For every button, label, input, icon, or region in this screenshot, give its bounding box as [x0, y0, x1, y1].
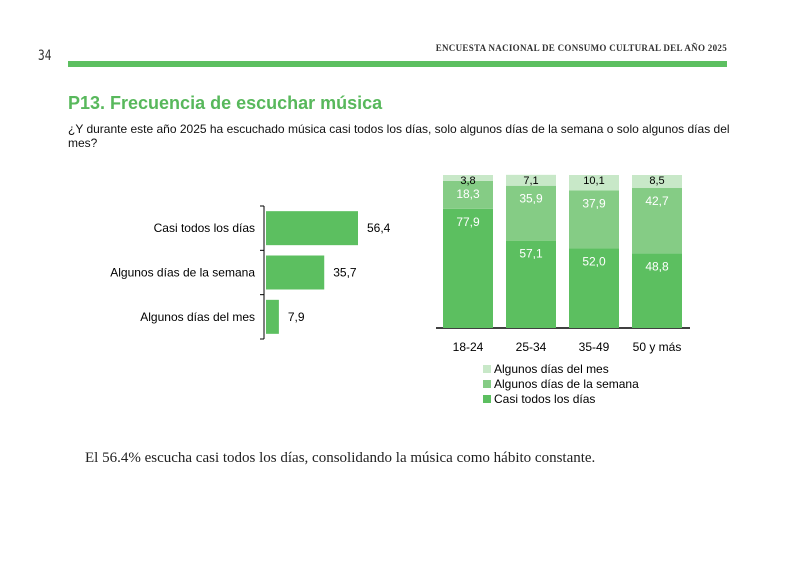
- chart-title: P13. Frecuencia de escuchar música: [68, 93, 383, 113]
- caption: El 56.4% escucha casi todos los días, co…: [85, 450, 596, 466]
- legend-label: Casi todos los días: [494, 392, 595, 406]
- data-label: 7,9: [288, 310, 305, 324]
- legend-label: Algunos días de la semana: [494, 377, 639, 391]
- segment-label: 35,9: [519, 192, 543, 206]
- segment-label: 52,0: [582, 254, 606, 268]
- segment-label: 7,1: [523, 175, 538, 187]
- segment-label: 18,3: [456, 187, 480, 201]
- segment-label: 77,9: [456, 215, 480, 229]
- bar: [266, 255, 325, 290]
- running-header: ENCUESTA NACIONAL DE CONSUMO CULTURAL DE…: [435, 43, 727, 53]
- x-tick-label: 25-34: [516, 340, 547, 354]
- bar: [266, 211, 358, 246]
- stacked-bar-segment: [632, 175, 682, 189]
- stacked-bar-segment: [443, 180, 493, 209]
- stacked-bar-segment: [506, 174, 556, 186]
- survey-question: ¿Y durante este año 2025 ha escuchado mú…: [68, 122, 730, 150]
- category-label: Algunos días del mes: [140, 310, 255, 324]
- data-label: 35,7: [333, 266, 357, 280]
- category-label: Casi todos los días: [154, 221, 255, 235]
- page-number: 34: [38, 48, 52, 64]
- x-tick-label: 35-49: [579, 340, 610, 354]
- bar: [266, 299, 279, 334]
- stacked-bar-segment: [569, 175, 619, 191]
- legend-swatch: [483, 380, 491, 388]
- legend-label: Algunos días del mes: [494, 362, 609, 376]
- legend-swatch: [483, 395, 491, 403]
- x-tick-label: 50 y más: [633, 340, 682, 354]
- stacked-bar-segment: [569, 248, 619, 328]
- category-label: Algunos días de la semana: [110, 266, 255, 280]
- legend-swatch: [483, 365, 491, 373]
- data-label: 56,4: [367, 221, 391, 235]
- segment-label: 8,5: [649, 175, 664, 187]
- segment-label: 3,8: [460, 175, 475, 187]
- stacked-bar-segment: [506, 185, 556, 241]
- segment-label: 42,7: [645, 194, 669, 208]
- stacked-bar-segment: [632, 188, 682, 254]
- stacked-bar-segment: [443, 208, 493, 328]
- stacked-bar-segment: [443, 175, 493, 181]
- segment-label: 37,9: [582, 196, 606, 210]
- segment-label: 57,1: [519, 247, 543, 261]
- stacked-bar-segment: [569, 190, 619, 249]
- segment-label: 10,1: [583, 175, 604, 187]
- stacked-bar-segment: [632, 253, 682, 328]
- header-rule: [68, 61, 727, 67]
- segment-label: 48,8: [645, 259, 669, 273]
- stacked-bar-segment: [506, 240, 556, 328]
- x-tick-label: 18-24: [453, 340, 484, 354]
